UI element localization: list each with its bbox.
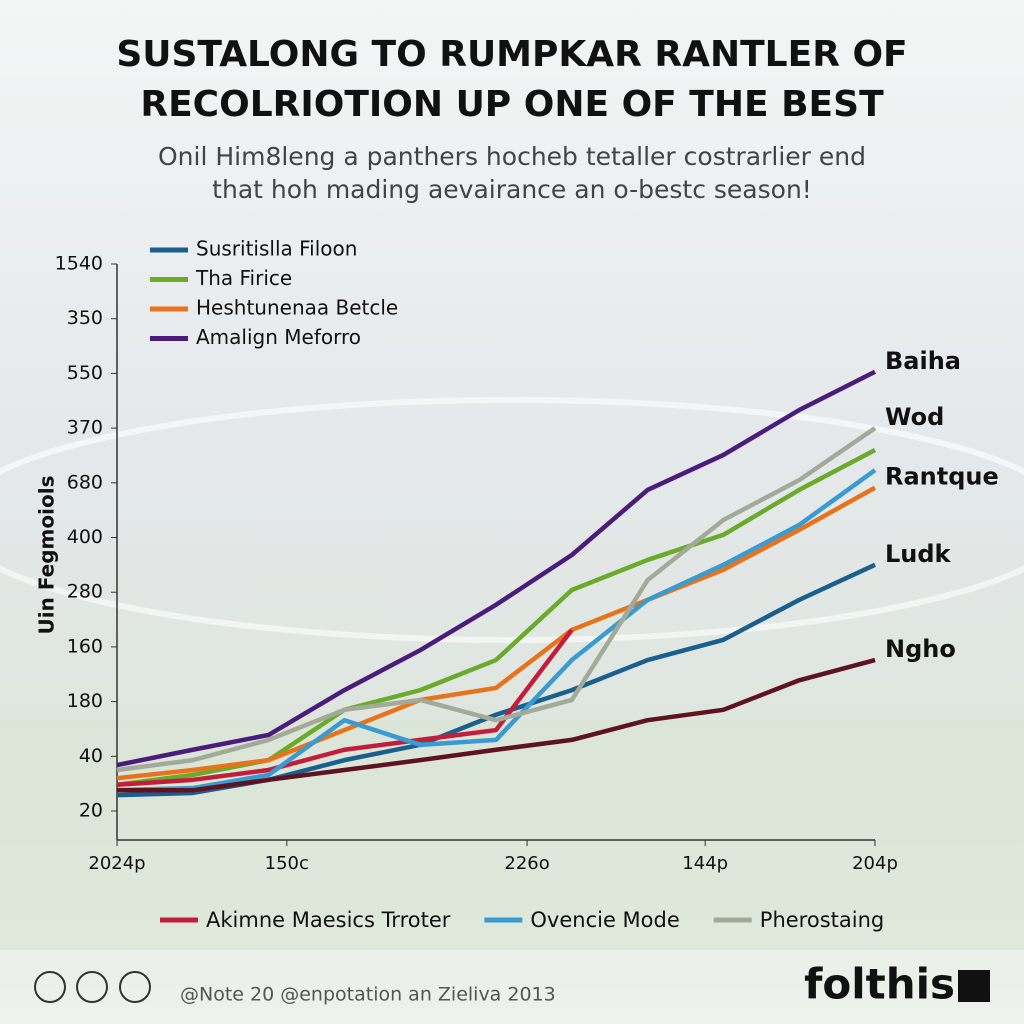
y-tick-label: 180 — [67, 690, 103, 712]
end-label: Baiha — [885, 347, 961, 375]
field — [0, 720, 1024, 950]
end-label: Ngho — [885, 635, 956, 663]
series-line — [116, 628, 574, 787]
legend-label: Pherostaing — [760, 908, 884, 932]
subtitle: that hoh mading aevairance an o-bestc se… — [212, 175, 812, 204]
y-axis-label: Uin Fegmoiols — [35, 476, 59, 635]
series-line — [117, 657, 876, 793]
legend-label: Heshtunenaa Betcle — [196, 296, 398, 320]
series-line — [116, 426, 877, 773]
series-line — [116, 485, 877, 781]
brand: folthis — [804, 960, 955, 1009]
legend-label: Akimne Maesics Trroter — [206, 908, 451, 932]
y-tick-label: 550 — [67, 362, 103, 384]
x-tick-label: 204p — [852, 853, 898, 874]
x-tick-label: 226o — [504, 853, 549, 874]
legend-label: Tha Firice — [195, 266, 292, 290]
legend-label: Amalign Meforro — [196, 325, 361, 349]
y-tick-label: 160 — [67, 635, 103, 657]
title: SUSTALONG TO RUMPKAR RANTLER OF — [116, 34, 907, 75]
brand-icon — [958, 970, 990, 1002]
legend-label: Ovencie Mode — [530, 908, 679, 932]
y-tick-label: 680 — [67, 471, 103, 493]
subtitle: Onil Him8leng a panthers hocheb tetaller… — [158, 142, 866, 171]
y-tick-label: 1540 — [55, 253, 103, 275]
series-line — [116, 369, 877, 768]
y-tick-label: 40 — [79, 745, 103, 767]
y-tick-label: 370 — [67, 417, 103, 439]
y-tick-label: 350 — [67, 307, 103, 329]
end-label: Wod — [885, 403, 944, 431]
stadium-ring — [0, 397, 1024, 643]
footer: @Note 20 @enpotation an Zieliva 2013 — [180, 984, 556, 1006]
y-tick-label: 400 — [67, 526, 103, 548]
x-tick-label: 2024p — [88, 853, 145, 874]
end-label: Rantque — [885, 463, 999, 491]
title: RECOLRIOTION UP ONE OF THE BEST — [140, 84, 884, 125]
series-line — [116, 468, 877, 793]
end-label: Ludk — [885, 540, 952, 568]
footer-icons — [34, 971, 151, 1003]
x-tick-label: 150c — [265, 853, 309, 874]
x-tick-label: 144p — [682, 853, 728, 874]
y-tick-label: 280 — [67, 581, 103, 603]
y-tick-label: 20 — [79, 800, 103, 822]
legend-label: Susritislla Filoon — [196, 237, 357, 261]
